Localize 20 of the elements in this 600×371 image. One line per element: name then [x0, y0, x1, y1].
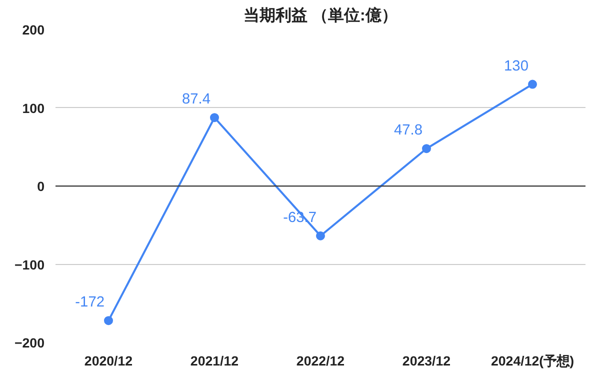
point: [104, 316, 113, 326]
x-tick-label: 2024/12(予想): [490, 354, 574, 368]
x-tick-label: 2020/12: [84, 354, 133, 368]
data-label: -172: [75, 294, 105, 311]
y-tick-label: 100: [22, 100, 45, 116]
x-tick-label: 2023/12: [402, 354, 451, 368]
data-label: 130: [504, 58, 529, 74]
point: [210, 113, 219, 122]
y-tick-label: −200: [14, 336, 45, 350]
x-tick-label: 2021/12: [190, 354, 239, 368]
y-tick-label: 200: [22, 22, 45, 38]
point: [316, 231, 325, 240]
data-label: 87.4: [182, 92, 211, 108]
y-tick-label: 0: [37, 179, 45, 194]
chart-title: 当期利益 （単位:億）: [244, 6, 398, 24]
point: [422, 144, 431, 154]
y-tick-label: −100: [14, 257, 45, 272]
point: [528, 80, 537, 89]
x-tick-label: 2022/12: [296, 354, 345, 368]
data-label: 47.8: [394, 122, 423, 139]
